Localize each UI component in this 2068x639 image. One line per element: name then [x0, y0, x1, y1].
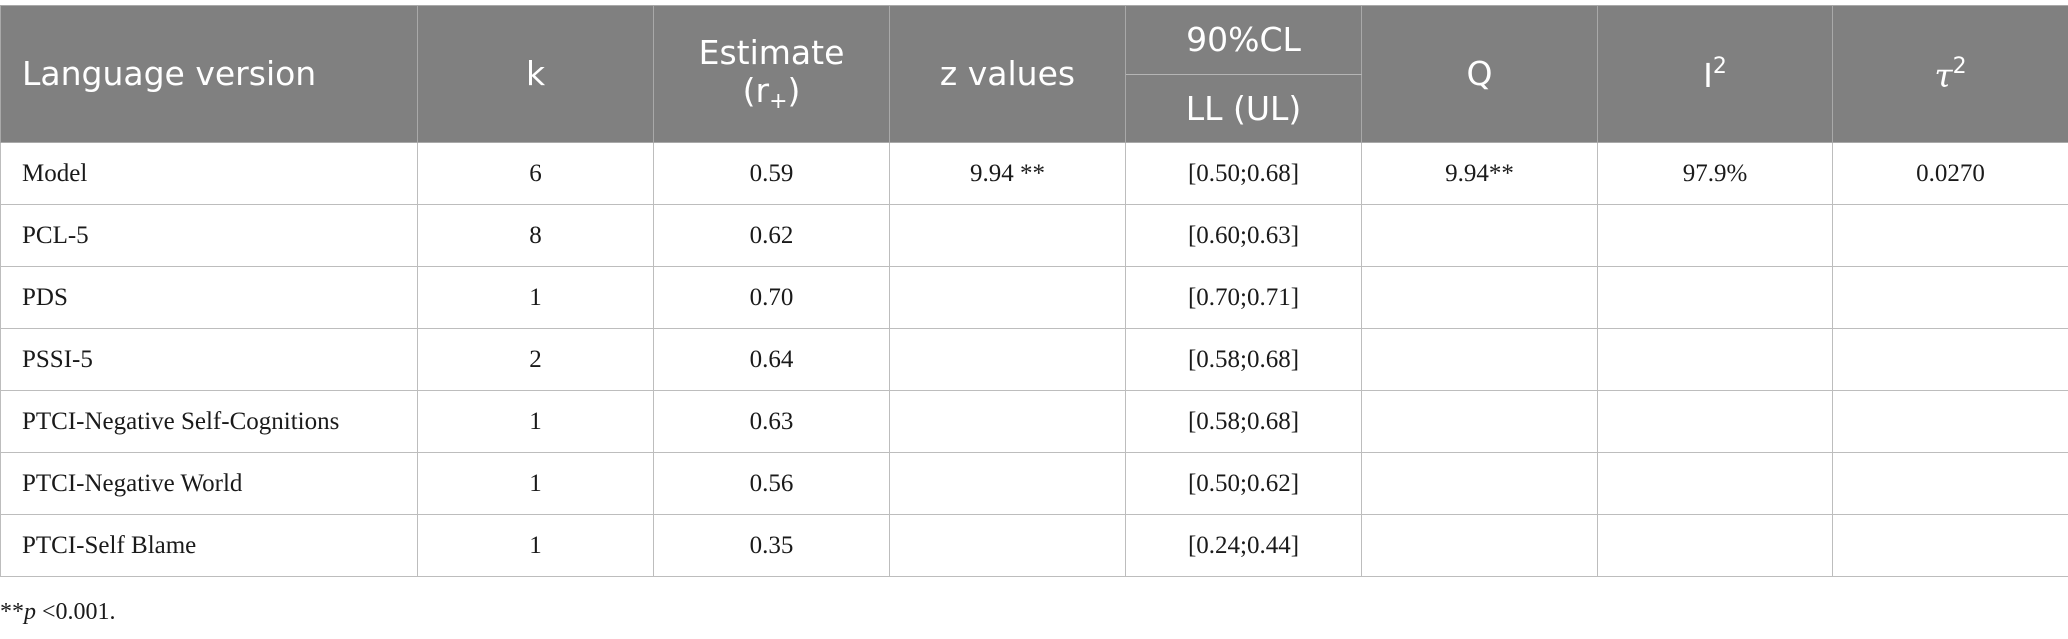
cell-q	[1361, 204, 1598, 267]
header-language-version: Language version	[0, 5, 418, 143]
cell-q	[1361, 390, 1598, 453]
cell-confidence-interval: [0.50;0.68]	[1125, 142, 1362, 205]
cell-q	[1361, 328, 1598, 391]
cell-q	[1361, 452, 1598, 515]
cell-i-squared: 97.9%	[1597, 142, 1833, 205]
table-row: PSSI-5 2 0.64 [0.58;0.68]	[0, 328, 2068, 391]
cell-tau-squared	[1832, 328, 2068, 391]
cell-language: Model	[0, 142, 418, 205]
cell-confidence-interval: [0.58;0.68]	[1125, 328, 1362, 391]
cell-z-value	[889, 390, 1126, 453]
cell-language: PDS	[0, 266, 418, 329]
cell-z-value	[889, 266, 1126, 329]
cell-i-squared	[1597, 204, 1833, 267]
table-row: PTCI-Negative Self-Cognitions 1 0.63 [0.58;…	[0, 390, 2068, 453]
cell-k: 6	[417, 142, 654, 205]
table-body: Model 6 0.59 9.94 ** [0.50;0.68] 9.94** 97.9% 0…	[0, 142, 2068, 577]
header-i-superscript: 2	[1712, 53, 1727, 79]
cell-z-value: 9.94 **	[889, 142, 1126, 205]
cell-confidence-interval: [0.50;0.62]	[1125, 452, 1362, 515]
cell-tau-squared	[1832, 452, 2068, 515]
cell-k: 1	[417, 452, 654, 515]
cell-q: 9.94**	[1361, 142, 1598, 205]
cell-q	[1361, 514, 1598, 577]
cell-language: PTCI-Self Blame	[0, 514, 418, 577]
cell-confidence-interval: [0.58;0.68]	[1125, 390, 1362, 453]
header-ci-ll-ul: LL (UL)	[1125, 74, 1362, 143]
cell-estimate: 0.56	[653, 452, 890, 515]
cell-i-squared	[1597, 328, 1833, 391]
header-estimate-label: Estimate	[698, 32, 845, 72]
cell-language: PSSI-5	[0, 328, 418, 391]
results-table: Language version k Estimate (r+) z value…	[0, 5, 2068, 577]
header-ci-group: 90%CL	[1125, 5, 1362, 75]
footnote-p: p	[24, 599, 36, 625]
results-table-container: Language version k Estimate (r+) z value…	[0, 5, 2068, 577]
cell-language: PCL-5	[0, 204, 418, 267]
table-footnote: **p <0.001.	[0, 599, 116, 626]
cell-i-squared	[1597, 390, 1833, 453]
cell-z-value	[889, 514, 1126, 577]
table-row: PCL-5 8 0.62 [0.60;0.63]	[0, 204, 2068, 267]
header-estimate-subscript: +	[769, 88, 788, 114]
header-z-values: z values	[889, 5, 1126, 143]
cell-confidence-interval: [0.70;0.71]	[1125, 266, 1362, 329]
cell-tau-squared	[1832, 390, 2068, 453]
cell-k: 1	[417, 266, 654, 329]
cell-estimate: 0.63	[653, 390, 890, 453]
cell-k: 1	[417, 390, 654, 453]
header-tau-superscript: 2	[1952, 53, 1967, 79]
header-tau-squared: τ2	[1832, 5, 2068, 143]
cell-estimate: 0.64	[653, 328, 890, 391]
cell-i-squared	[1597, 266, 1833, 329]
header-tau-base: τ	[1934, 55, 1953, 95]
cell-z-value	[889, 452, 1126, 515]
cell-tau-squared: 0.0270	[1832, 142, 2068, 205]
header-i-squared: I2	[1597, 5, 1833, 143]
cell-language: PTCI-Negative Self-Cognitions	[0, 390, 418, 453]
header-i-base: I	[1703, 55, 1713, 95]
footnote-stars: **	[0, 599, 24, 625]
cell-estimate: 0.59	[653, 142, 890, 205]
cell-i-squared	[1597, 452, 1833, 515]
table-row: PTCI-Self Blame 1 0.35 [0.24;0.44]	[0, 514, 2068, 577]
cell-estimate: 0.35	[653, 514, 890, 577]
cell-tau-squared	[1832, 204, 2068, 267]
footnote-threshold: <0.001.	[36, 599, 116, 625]
cell-i-squared	[1597, 514, 1833, 577]
header-estimate-r: (r	[742, 70, 770, 110]
cell-estimate: 0.70	[653, 266, 890, 329]
cell-tau-squared	[1832, 266, 2068, 329]
cell-language: PTCI-Negative World	[0, 452, 418, 515]
table-row: PTCI-Negative World 1 0.56 [0.50;0.62]	[0, 452, 2068, 515]
header-q: Q	[1361, 5, 1598, 143]
table-row: Model 6 0.59 9.94 ** [0.50;0.68] 9.94** 97.9% 0…	[0, 142, 2068, 205]
cell-k: 1	[417, 514, 654, 577]
cell-k: 8	[417, 204, 654, 267]
cell-confidence-interval: [0.60;0.63]	[1125, 204, 1362, 267]
header-k: k	[417, 5, 654, 143]
cell-z-value	[889, 204, 1126, 267]
header-estimate: Estimate (r+)	[653, 5, 890, 143]
table-header: Language version k Estimate (r+) z value…	[0, 5, 2068, 143]
cell-q	[1361, 266, 1598, 329]
cell-confidence-interval: [0.24;0.44]	[1125, 514, 1362, 577]
table-row: PDS 1 0.70 [0.70;0.71]	[0, 266, 2068, 329]
cell-estimate: 0.62	[653, 204, 890, 267]
cell-z-value	[889, 328, 1126, 391]
cell-tau-squared	[1832, 514, 2068, 577]
header-estimate-close: )	[787, 70, 801, 110]
cell-k: 2	[417, 328, 654, 391]
